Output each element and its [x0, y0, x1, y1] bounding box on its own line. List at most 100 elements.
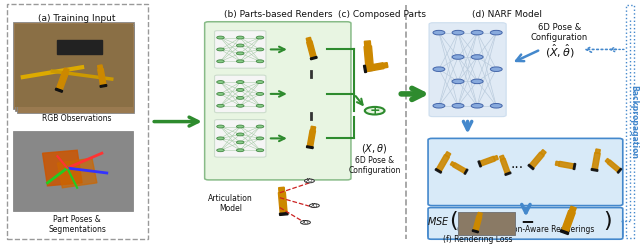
Text: 6D Pose &: 6D Pose & [355, 156, 394, 165]
Polygon shape [573, 163, 576, 169]
Text: $X_2$: $X_2$ [305, 176, 314, 185]
Circle shape [452, 55, 464, 59]
Circle shape [471, 104, 483, 108]
Polygon shape [570, 206, 576, 213]
Text: ...: ... [511, 157, 524, 171]
Text: $(\hat{X}, \hat{\theta})$: $(\hat{X}, \hat{\theta})$ [545, 43, 575, 60]
FancyBboxPatch shape [15, 24, 134, 111]
Circle shape [217, 36, 224, 39]
Circle shape [217, 48, 224, 51]
Polygon shape [452, 163, 467, 173]
FancyBboxPatch shape [214, 120, 266, 157]
Circle shape [237, 44, 244, 47]
Circle shape [237, 133, 244, 136]
Circle shape [305, 179, 314, 183]
Circle shape [217, 81, 224, 83]
Polygon shape [472, 230, 479, 233]
Polygon shape [451, 162, 455, 166]
FancyBboxPatch shape [13, 22, 134, 109]
Polygon shape [307, 41, 316, 58]
Circle shape [309, 204, 319, 207]
Polygon shape [478, 161, 481, 167]
Circle shape [256, 36, 264, 39]
Circle shape [217, 92, 224, 95]
Circle shape [256, 125, 264, 128]
Circle shape [452, 104, 464, 108]
Text: Backpropagation: Backpropagation [629, 85, 638, 159]
Text: $X_3$: $X_3$ [301, 218, 310, 227]
Polygon shape [540, 150, 546, 155]
Polygon shape [605, 158, 610, 163]
Polygon shape [473, 215, 482, 231]
Polygon shape [310, 126, 316, 131]
Polygon shape [464, 169, 468, 174]
Circle shape [237, 96, 244, 99]
Circle shape [237, 125, 244, 128]
Circle shape [256, 81, 264, 83]
FancyBboxPatch shape [205, 22, 351, 180]
Polygon shape [278, 192, 287, 213]
Circle shape [452, 79, 464, 84]
Polygon shape [435, 169, 442, 173]
Circle shape [237, 149, 244, 152]
FancyBboxPatch shape [428, 138, 623, 206]
FancyBboxPatch shape [13, 131, 132, 211]
Circle shape [256, 60, 264, 63]
Polygon shape [310, 56, 317, 60]
Polygon shape [493, 155, 499, 160]
Circle shape [217, 149, 224, 152]
Text: Part Poses &: Part Poses & [53, 215, 101, 225]
Text: (f) Rendering Loss: (f) Rendering Loss [443, 235, 512, 244]
Polygon shape [477, 212, 482, 217]
Circle shape [217, 137, 224, 140]
Circle shape [452, 30, 464, 35]
FancyBboxPatch shape [7, 4, 148, 239]
Circle shape [365, 107, 385, 114]
Circle shape [490, 67, 502, 72]
Polygon shape [591, 169, 598, 171]
Polygon shape [58, 158, 97, 188]
FancyBboxPatch shape [214, 31, 266, 68]
Text: ): ) [604, 211, 612, 231]
Polygon shape [445, 152, 451, 157]
Polygon shape [529, 152, 544, 168]
Polygon shape [436, 155, 449, 171]
Polygon shape [617, 168, 621, 173]
Text: $(X, \theta)$: $(X, \theta)$ [362, 142, 388, 155]
Circle shape [256, 92, 264, 95]
Circle shape [237, 81, 244, 83]
Polygon shape [365, 63, 384, 72]
Text: +: + [369, 104, 380, 117]
Text: Articulation: Articulation [208, 194, 253, 203]
Circle shape [237, 60, 244, 63]
FancyBboxPatch shape [429, 23, 506, 117]
Circle shape [433, 104, 445, 108]
Polygon shape [500, 155, 504, 160]
Text: (: ( [449, 211, 458, 231]
Polygon shape [383, 63, 388, 68]
Circle shape [433, 30, 445, 35]
Circle shape [433, 67, 445, 72]
Text: (c) Composed Parts: (c) Composed Parts [337, 10, 426, 19]
Polygon shape [365, 68, 374, 71]
Polygon shape [560, 230, 569, 234]
Polygon shape [280, 213, 288, 215]
Polygon shape [98, 69, 106, 86]
Circle shape [237, 52, 244, 55]
Text: (b) Parts-based Renders: (b) Parts-based Renders [223, 10, 332, 19]
FancyBboxPatch shape [428, 208, 623, 239]
Text: (e) Configuration-Aware Renderings: (e) Configuration-Aware Renderings [457, 225, 595, 234]
Circle shape [301, 220, 310, 224]
Text: 6D Pose &: 6D Pose & [538, 23, 581, 32]
Polygon shape [58, 40, 102, 54]
Circle shape [256, 149, 264, 152]
FancyBboxPatch shape [17, 26, 134, 113]
FancyBboxPatch shape [428, 219, 623, 237]
Polygon shape [278, 187, 285, 193]
Polygon shape [98, 65, 102, 69]
FancyBboxPatch shape [214, 75, 266, 113]
Circle shape [237, 104, 244, 107]
Text: (a) Training Input: (a) Training Input [38, 14, 116, 23]
Circle shape [237, 141, 244, 144]
Polygon shape [562, 211, 575, 232]
